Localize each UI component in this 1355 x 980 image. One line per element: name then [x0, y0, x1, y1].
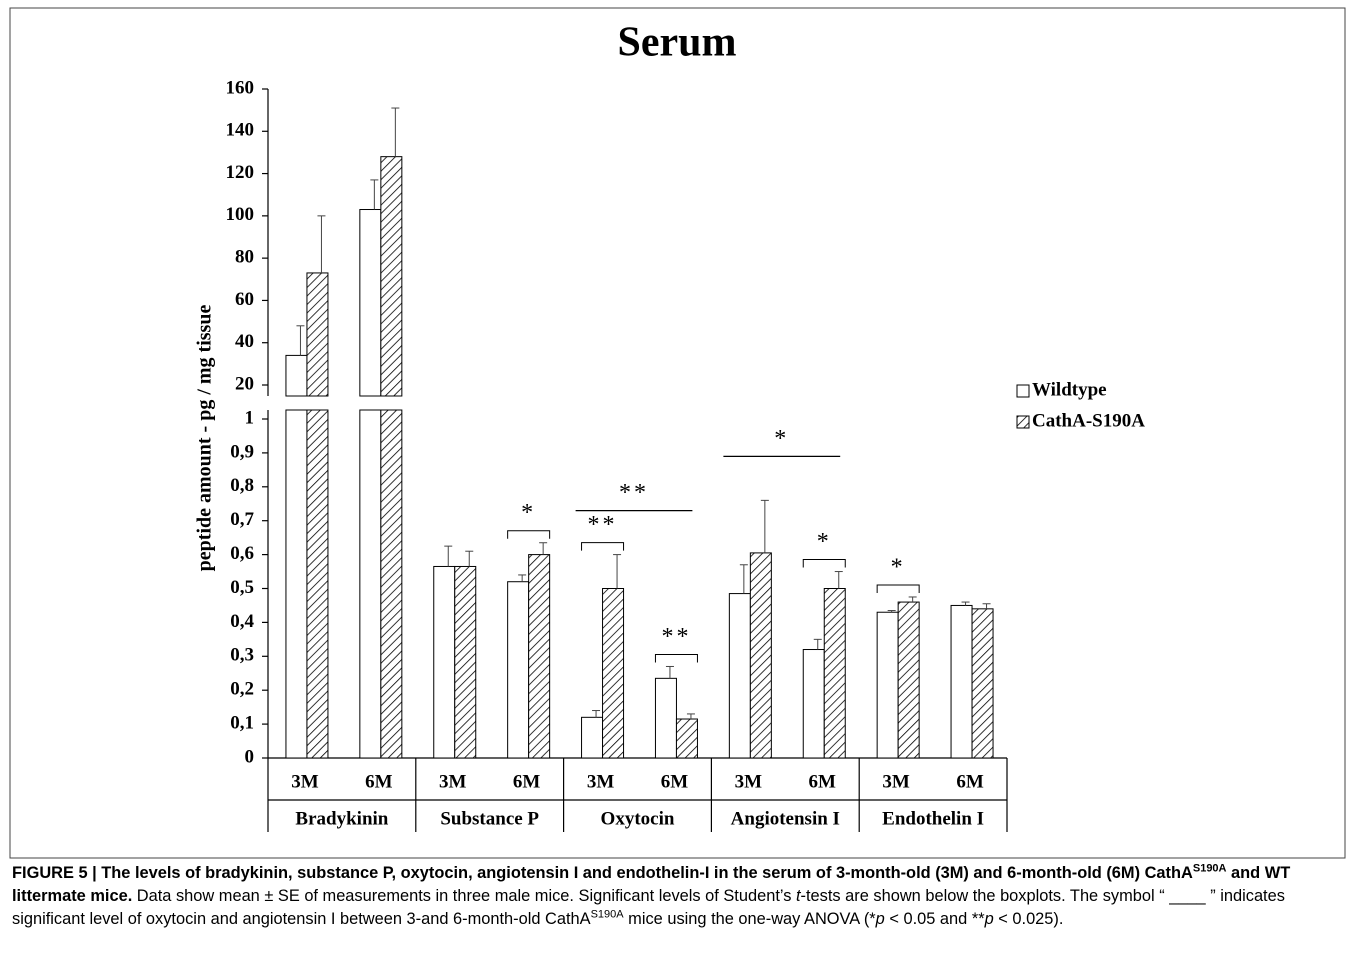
- x-tick-label: 3M: [439, 771, 467, 792]
- bar: [897, 601, 920, 759]
- x-tick-label: 3M: [291, 771, 319, 792]
- x-tick-label: 3M: [735, 771, 763, 792]
- x-tick-label: 6M: [661, 771, 689, 792]
- caption-text: t: [795, 887, 801, 905]
- legend-label: Wildtype: [1032, 379, 1107, 400]
- y-tick-label: 80: [235, 247, 254, 268]
- caption-text: S190A: [590, 908, 624, 921]
- y-tick-label: 0,3: [230, 645, 254, 666]
- bar: [380, 409, 403, 759]
- bar: [380, 156, 403, 397]
- significance-bracket: [876, 584, 920, 593]
- caption-text: mice using the one-way ANOVA (*: [623, 910, 876, 928]
- caption: FIGURE 5 | The levels of bradykinin, sub…: [12, 862, 1337, 931]
- caption-text: < 0.025).: [993, 910, 1064, 928]
- y-tick-label: 0,2: [230, 679, 254, 700]
- caption-text: < 0.05 and **: [884, 910, 985, 928]
- bar: [802, 649, 825, 759]
- y-tick-label: 0,9: [230, 441, 254, 462]
- bar: [285, 409, 308, 759]
- y-tick-label: 0,4: [230, 611, 254, 632]
- bar: [728, 593, 751, 759]
- y-tick-label: 20: [235, 373, 254, 394]
- y-tick-label: 0,1: [230, 712, 254, 733]
- bar: [454, 565, 477, 759]
- caption-text: Data show mean ± SE of measurements in t…: [132, 887, 796, 905]
- significance-label: **: [661, 624, 691, 650]
- bar: [433, 565, 456, 759]
- y-tick-label: 0,8: [230, 475, 254, 496]
- caption-text: p: [875, 910, 885, 928]
- group-significance-label: **: [619, 480, 649, 506]
- legend-swatch: [1016, 415, 1030, 429]
- bar: [950, 604, 973, 759]
- x-tick-label: 6M: [513, 771, 541, 792]
- group-label: Oxytocin: [601, 808, 675, 829]
- y-tick-label: 160: [226, 77, 255, 98]
- bar: [359, 409, 382, 759]
- y-tick-label: 60: [235, 289, 254, 310]
- x-tick-label: 6M: [365, 771, 393, 792]
- significance-label: **: [588, 512, 618, 538]
- bar: [285, 354, 308, 397]
- significance-bracket: [581, 542, 625, 551]
- significance-bracket: [802, 559, 846, 568]
- x-tick-label: 3M: [882, 771, 910, 792]
- legend-swatch: [1016, 384, 1030, 398]
- frame: [9, 7, 1346, 859]
- group-significance-label: *: [774, 426, 789, 452]
- y-tick-label: 0,5: [230, 577, 254, 598]
- significance-label: *: [817, 529, 832, 555]
- group-label: Endothelin I: [882, 808, 984, 829]
- bar: [971, 608, 994, 759]
- y-tick-label: 0,6: [230, 543, 254, 564]
- group-label: Substance P: [440, 808, 539, 829]
- caption-text: FIGURE 5 | The levels of bradykinin, sub…: [12, 864, 1193, 882]
- x-tick-label: 6M: [809, 771, 837, 792]
- y-tick-label: 100: [226, 204, 255, 225]
- bar: [507, 581, 530, 759]
- x-tick-label: 6M: [956, 771, 984, 792]
- caption-text: -tests are shown below the boxplots. The…: [12, 887, 1285, 928]
- chart-title: Serum: [618, 20, 737, 66]
- bar: [823, 588, 846, 759]
- y-tick-label: 40: [235, 331, 254, 352]
- y-tick-label: 0,7: [230, 509, 254, 530]
- chart: Serum peptide amount - pg / mg tissue 0 0…: [9, 7, 1346, 859]
- caption-text: and WT littermate mice.: [12, 864, 1291, 905]
- bar: [359, 209, 382, 397]
- significance-bracket: [654, 653, 698, 663]
- bar: [306, 272, 329, 397]
- bar: [581, 716, 604, 759]
- y-tick-label: 140: [226, 120, 255, 141]
- bar: [528, 554, 551, 759]
- y-axis-label: peptide amount - pg / mg tissue: [194, 305, 216, 572]
- y-tick-label: 120: [226, 162, 255, 183]
- significance-label: *: [521, 500, 536, 526]
- caption-text: p: [984, 910, 994, 928]
- bar: [306, 409, 329, 759]
- caption-text: S190A: [1192, 862, 1227, 875]
- bar: [675, 718, 698, 759]
- bar: [876, 611, 899, 759]
- bar: [749, 552, 772, 759]
- group-label: Bradykinin: [295, 808, 388, 829]
- y-tick-label: 0: [245, 746, 255, 767]
- bar: [654, 677, 677, 759]
- group-label: Angiotensin I: [731, 808, 840, 829]
- significance-label: *: [891, 554, 906, 580]
- legend-label: CathA-S190A: [1032, 410, 1145, 431]
- bar: [602, 588, 625, 759]
- x-tick-label: 3M: [587, 771, 615, 792]
- y-tick-label: 1: [245, 407, 255, 428]
- significance-bracket: [507, 530, 551, 539]
